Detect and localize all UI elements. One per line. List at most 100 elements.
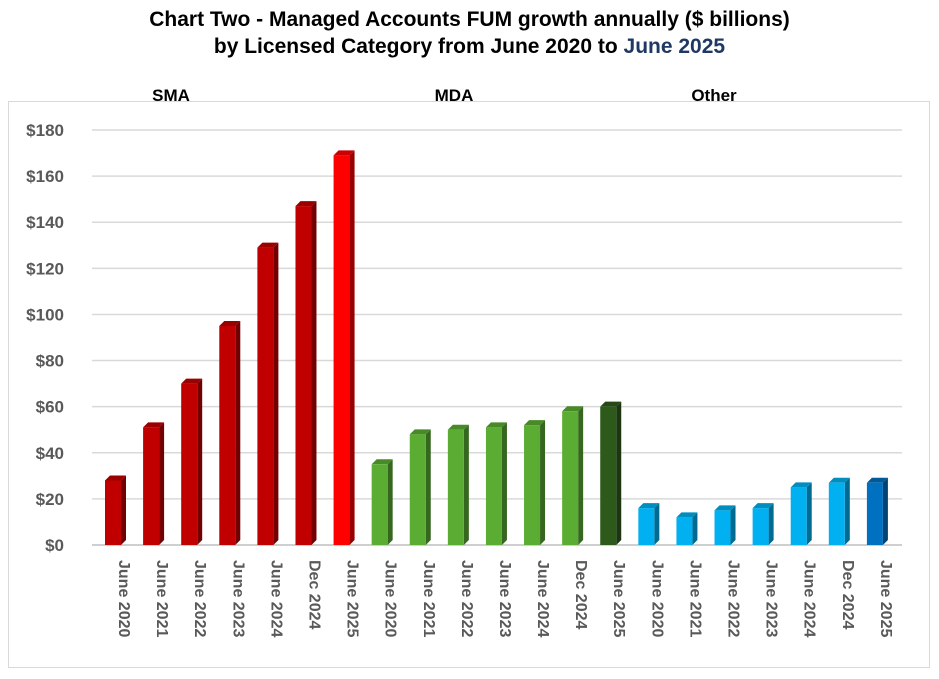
bar-top: [181, 378, 203, 384]
bar-sma: [105, 480, 121, 545]
x-tick-label: Dec 2024: [572, 560, 589, 629]
x-tick-label: June 2025: [344, 560, 361, 637]
bar-sma: [219, 325, 236, 545]
x-tick-label: June 2021: [153, 560, 170, 637]
x-tick-label: June 2023: [496, 560, 513, 637]
y-tick-label: $120: [26, 259, 64, 278]
bar-side: [540, 420, 546, 545]
x-tick-label: June 2022: [191, 560, 208, 637]
group-label-sma: SMA: [152, 86, 190, 105]
y-tick-label: $40: [36, 444, 64, 463]
bar-sma: [143, 427, 160, 545]
x-tick-label: June 2022: [458, 560, 475, 637]
x-tick-label: June 2021: [420, 560, 437, 637]
bar-top: [524, 420, 546, 426]
bar-side: [425, 429, 431, 545]
bar-other: [828, 482, 845, 545]
bar-sma: [181, 383, 198, 545]
y-tick-label: $20: [36, 490, 64, 509]
bar-other: [866, 482, 883, 545]
bar-top: [485, 422, 507, 428]
x-tick-label: June 2025: [877, 560, 894, 637]
bar-top: [638, 503, 660, 509]
bar-top: [219, 320, 241, 326]
bar-other: [638, 508, 655, 545]
bar-side: [806, 482, 812, 545]
x-tick-label: June 2024: [534, 560, 551, 637]
bar-sma: [333, 155, 350, 545]
bar-side: [197, 378, 203, 545]
bar-top: [866, 477, 888, 483]
bar-side: [578, 406, 584, 545]
bar-mda: [524, 425, 541, 545]
bar-other: [790, 487, 807, 545]
bar-top: [790, 482, 812, 488]
group-label-mda: MDA: [435, 86, 474, 105]
y-tick-label: $0: [45, 536, 64, 555]
y-tick-label: $160: [26, 167, 64, 186]
chart-frame: [8, 101, 930, 668]
y-tick-label: $60: [36, 398, 64, 417]
bar-sma: [257, 247, 274, 546]
bar-side: [844, 477, 850, 545]
bar-side: [654, 503, 660, 545]
y-tick-label: $100: [26, 305, 64, 324]
x-tick-label: Dec 2024: [305, 560, 322, 629]
bar-top: [828, 477, 850, 483]
bar-side: [692, 512, 698, 545]
x-tick-label: Dec 2024: [839, 560, 856, 629]
bar-mda: [562, 411, 579, 545]
bar-top: [714, 505, 736, 511]
bar-top: [257, 242, 279, 248]
y-tick-label: $180: [26, 121, 64, 140]
x-tick-label: June 2024: [801, 560, 818, 637]
bar-top: [600, 401, 622, 407]
bar-side: [273, 242, 279, 546]
x-tick-label: June 2020: [382, 560, 399, 637]
bar-side: [768, 503, 774, 545]
bar-mda: [485, 427, 502, 545]
bar-side: [730, 505, 736, 545]
x-tick-label: June 2023: [763, 560, 780, 637]
bar-mda: [600, 406, 617, 545]
bar-side: [882, 477, 888, 545]
bar-side: [311, 201, 317, 546]
x-tick-label: June 2025: [610, 560, 627, 637]
bar-other: [714, 510, 731, 545]
bar-other: [676, 517, 693, 545]
bar-mda: [447, 429, 464, 545]
group-label-other: Other: [691, 86, 737, 105]
bar-top: [676, 512, 698, 518]
bar-sma: [295, 206, 312, 546]
x-tick-label: June 2020: [115, 560, 132, 637]
title-line-2-prefix: by Licensed Category from June 2020 to: [213, 35, 624, 58]
x-tick-label: June 2024: [267, 560, 284, 637]
bar-top: [143, 422, 165, 428]
bar-top: [752, 503, 774, 509]
bar-side: [349, 150, 355, 545]
bar-side: [387, 459, 393, 545]
y-tick-label: $140: [26, 213, 64, 232]
title-line-2-highlight: June 2025: [623, 35, 726, 58]
bar-other: [752, 508, 769, 545]
bar-top: [409, 429, 431, 435]
title-line-2: by Licensed Category from June 2020 to J…: [0, 33, 939, 60]
bar-side: [121, 475, 126, 545]
bar-mda: [371, 464, 388, 545]
bar-mda: [409, 434, 426, 545]
bar-top: [333, 150, 355, 156]
bar-top: [105, 475, 126, 481]
y-tick-label: $80: [36, 352, 64, 371]
bar-side: [159, 422, 165, 545]
bar-side: [235, 320, 241, 545]
bar-top: [447, 424, 469, 430]
bar-side: [616, 401, 622, 545]
chart-title: Chart Two - Managed Accounts FUM growth …: [0, 6, 939, 60]
x-tick-label: June 2020: [648, 560, 665, 637]
title-line-1: Chart Two - Managed Accounts FUM growth …: [149, 8, 790, 31]
x-tick-label: June 2023: [229, 560, 246, 637]
bar-side: [501, 422, 507, 545]
bar-side: [463, 424, 469, 545]
x-tick-label: June 2022: [725, 560, 742, 637]
